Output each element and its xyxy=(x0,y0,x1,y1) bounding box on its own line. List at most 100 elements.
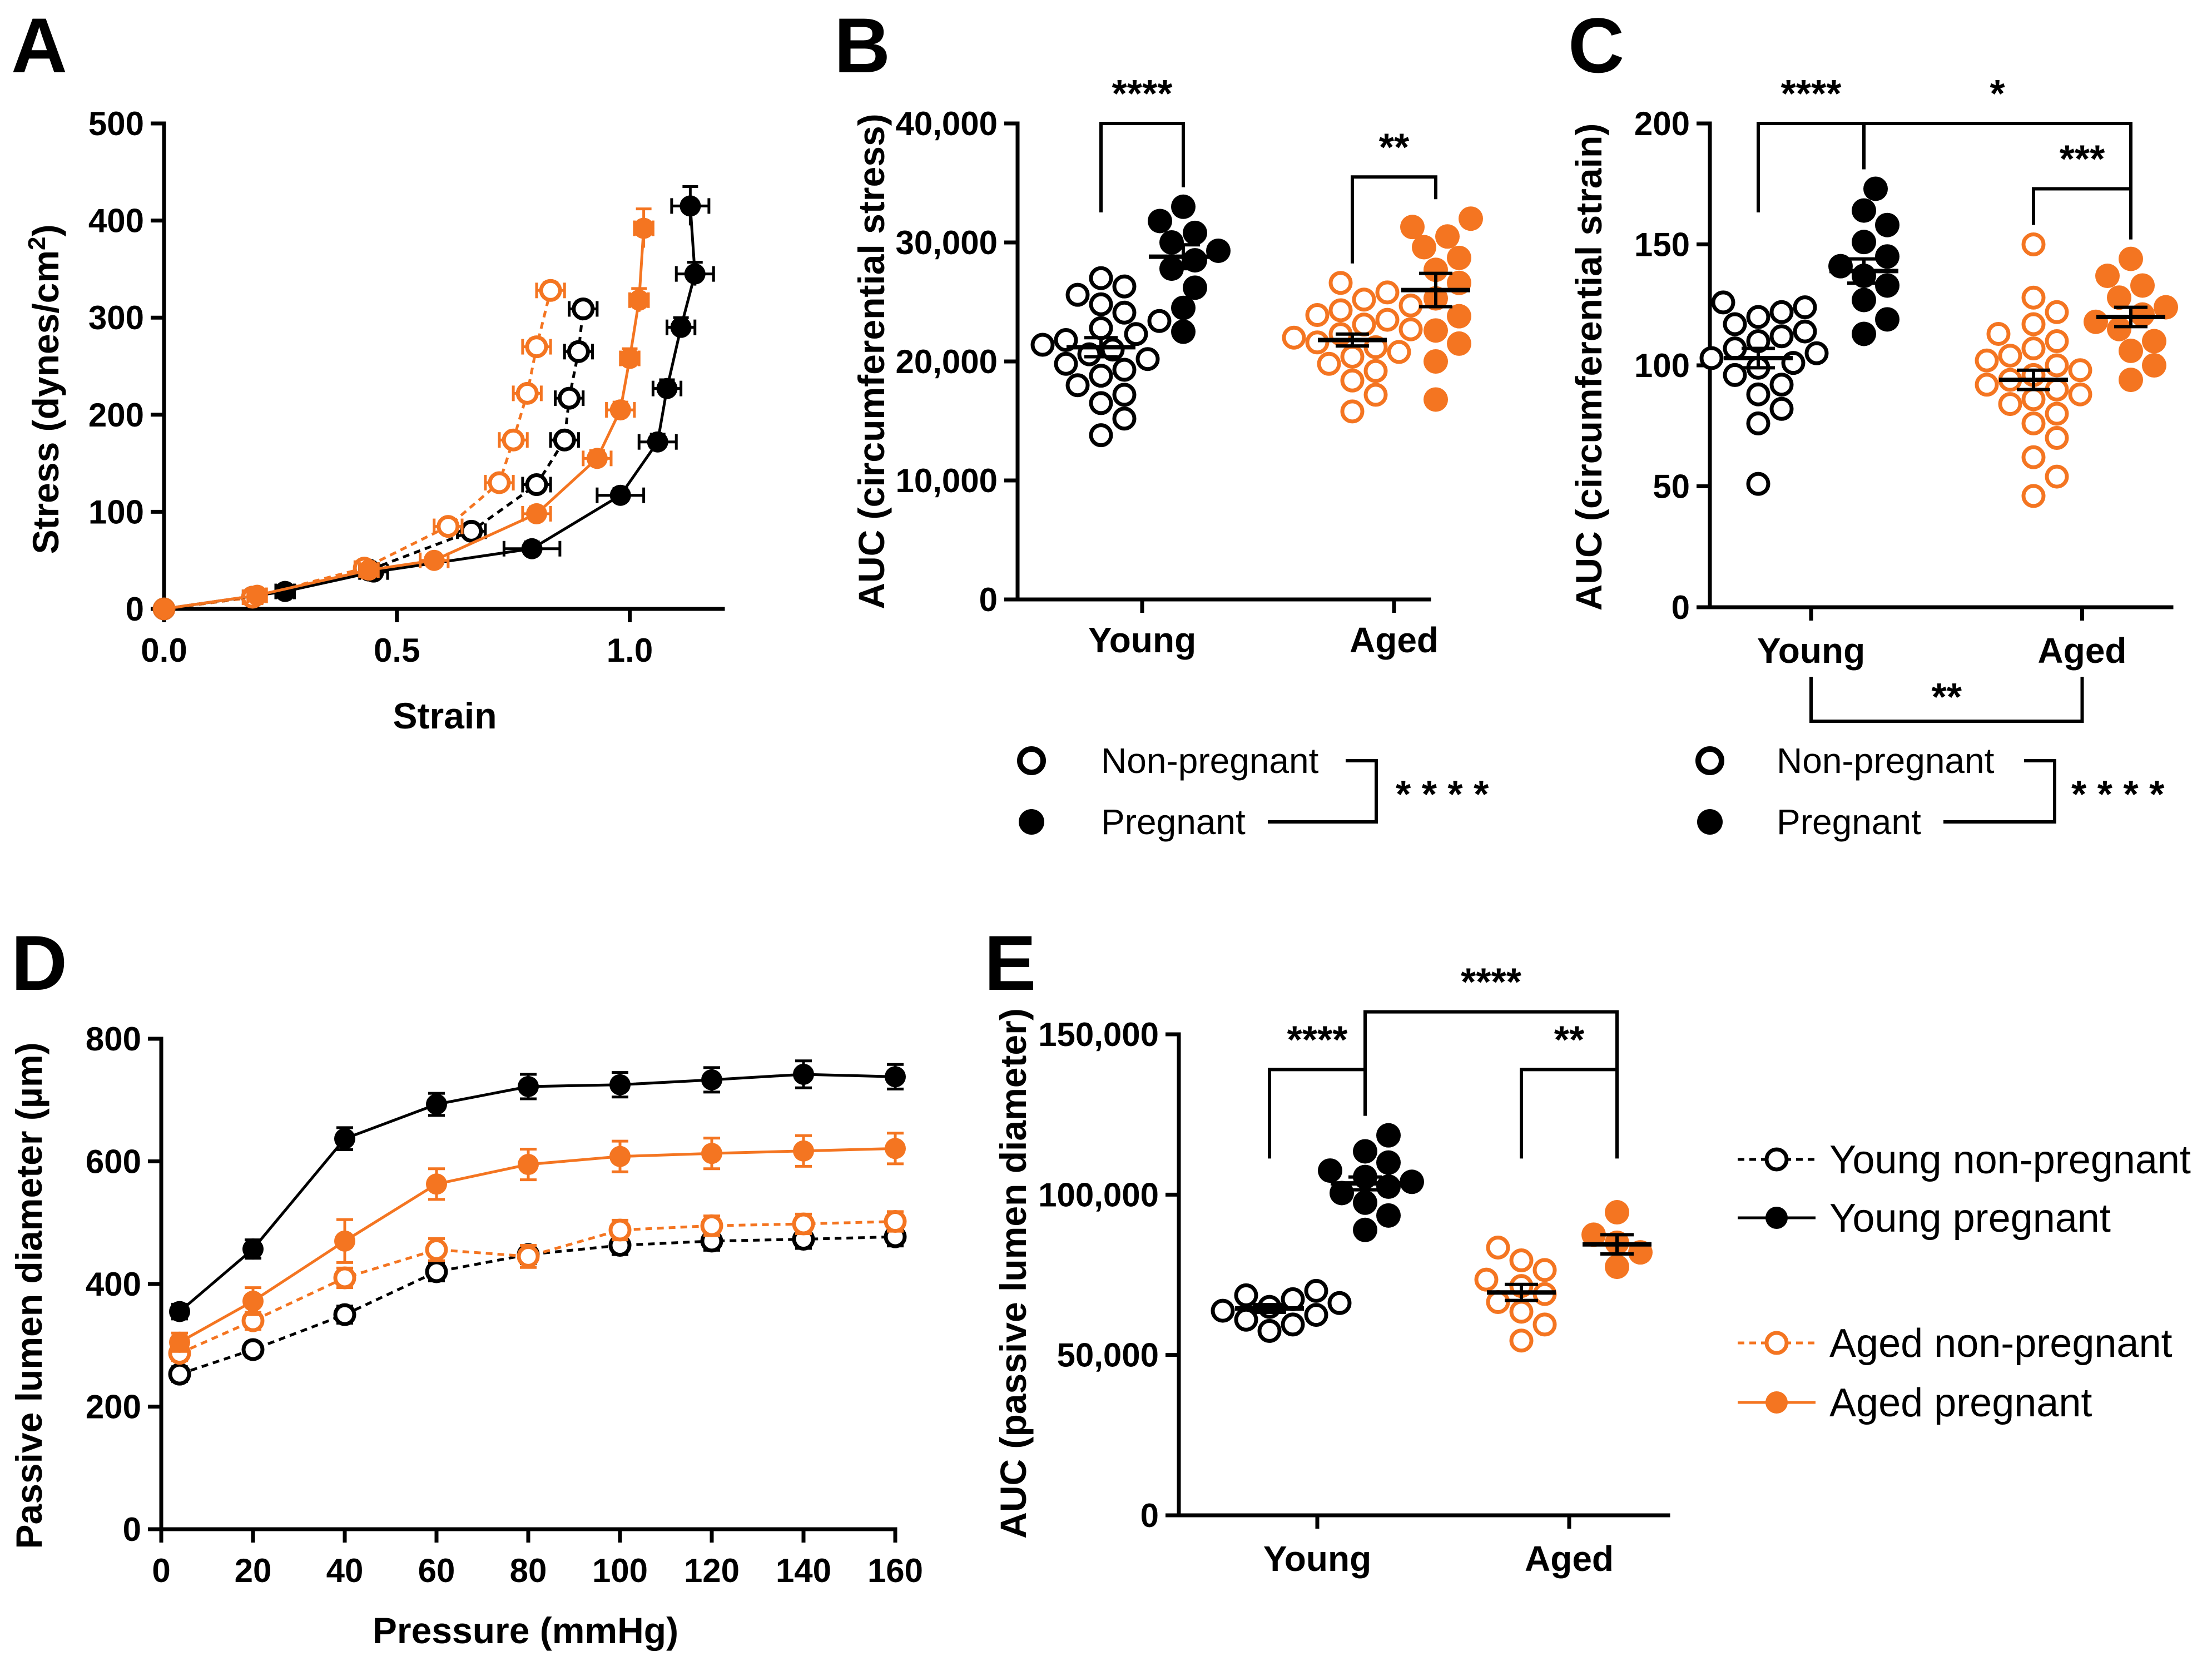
panel-c-data-point xyxy=(1875,244,1899,269)
panel-b-data-point xyxy=(1447,245,1471,270)
legend-aged-np-marker xyxy=(1764,1331,1789,1355)
panel-c-data-point xyxy=(2045,464,2069,489)
legend-c-filled-marker xyxy=(1697,809,1723,835)
panel-b-data-point xyxy=(1317,351,1341,376)
panel-b-data-point xyxy=(1352,313,1376,337)
panel-e-data-point xyxy=(1304,1278,1328,1303)
panel-a-y-tick-label: 0 xyxy=(126,591,144,628)
legend-young-p-label: Young pregnant xyxy=(1829,1196,2111,1241)
panel-c-significance-label: **** xyxy=(1781,72,1842,115)
panel-e-data-point xyxy=(1509,1300,1534,1324)
panel-c-data-point xyxy=(1769,373,1794,397)
panel-c-data-point xyxy=(1793,319,1817,344)
panel-a-point xyxy=(567,340,590,363)
panel-c-data-point xyxy=(1769,300,1794,324)
panel-c-significance-bracket xyxy=(2032,187,2132,240)
panel-c-data-point xyxy=(1804,341,1829,365)
panel-e-y-tick-label: 150,000 xyxy=(1038,1016,1159,1053)
panel-c-data-point xyxy=(2119,368,2143,393)
panel-b-data-point xyxy=(1089,266,1113,290)
legend-aged-p-marker xyxy=(1765,1391,1788,1414)
panel-b-data-point xyxy=(1089,364,1113,388)
panel-a-y-tick-label: 100 xyxy=(88,493,144,530)
panel-c-data-point xyxy=(1746,382,1770,406)
panel-c-data-point xyxy=(1769,324,1794,349)
panel-b-y-tick-label: 10,000 xyxy=(895,462,998,499)
panel-d-point xyxy=(169,1301,190,1322)
panel-b-data-point xyxy=(1065,282,1090,307)
panel-c-data-point xyxy=(1852,287,1876,313)
panel-c-chart: AUC (circumferential strain) Non-pregnan… xyxy=(1568,72,2178,842)
panel-c-significance-bracket xyxy=(1862,122,2132,212)
panel-c-data-point xyxy=(1998,344,2022,368)
panel-d-series-line xyxy=(179,1235,896,1376)
panel-d-point xyxy=(701,1069,722,1090)
panel-e-chart: AUC (passive lumen diameter) 0 50,000 100,… xyxy=(993,960,1670,1579)
panel-c-y-tick-label: 150 xyxy=(1634,226,1690,264)
panel-a-chart: Stress (dynes/cm2) Strain 0 100 200 300 400 5… xyxy=(23,105,725,736)
panel-d-point xyxy=(792,1212,815,1236)
panel-b-data-point xyxy=(1398,293,1423,318)
panel-c-data-point xyxy=(1998,392,2022,417)
panel-c-data-point xyxy=(1986,321,2011,346)
panel-b-data-point xyxy=(1054,351,1078,376)
panel-b-data-point xyxy=(1135,347,1160,371)
panel-c-data-point xyxy=(2045,401,2069,426)
panel-label-b: B xyxy=(834,2,890,89)
panel-b-significance-bracket xyxy=(1351,175,1437,264)
panel-d-y-tick-label: 400 xyxy=(86,1266,141,1303)
panel-d-point xyxy=(333,1303,356,1326)
legend-c-nonpregnant-label: Non-pregnant xyxy=(1777,741,1995,781)
panel-b-data-point xyxy=(1112,406,1137,431)
panel-d-x-axis-title: Pressure (mmHg) xyxy=(373,1610,678,1651)
panel-e-data-point xyxy=(1318,1158,1342,1183)
panel-e-category-label: Aged xyxy=(1525,1539,1614,1579)
panel-e-data-point xyxy=(1376,1174,1401,1199)
panel-label-c: C xyxy=(1568,2,1624,89)
panel-c-data-point xyxy=(1746,305,1770,329)
panel-c-y-tick-label: 50 xyxy=(1653,468,1690,505)
panel-c-category-label: Aged xyxy=(2038,631,2127,671)
panel-b-data-point xyxy=(1424,318,1448,343)
panel-e-data-point xyxy=(1581,1222,1606,1247)
panel-c-data-point xyxy=(1852,198,1876,223)
panel-d-x-tick-label: 0 xyxy=(152,1552,170,1589)
panel-c-data-point xyxy=(2119,246,2143,271)
panel-d-point xyxy=(169,1331,190,1353)
panel-d-point xyxy=(425,1238,448,1261)
panel-c-data-point xyxy=(2021,336,2046,361)
panel-a-point xyxy=(502,428,525,452)
panel-b-data-point xyxy=(1112,300,1137,325)
panel-e-data-point xyxy=(1474,1267,1499,1292)
panel-a-point xyxy=(488,471,511,494)
panel-e-y-axis-title: AUC (passive lumen diameter) xyxy=(993,1008,1034,1539)
panel-c-data-point xyxy=(1852,230,1876,255)
panel-b-y-tick-label: 30,000 xyxy=(895,224,998,261)
legend-b-open-marker xyxy=(1017,746,1046,775)
panel-c-data-point xyxy=(1875,273,1899,298)
panel-b-data-point xyxy=(1183,248,1207,273)
panel-d-point xyxy=(168,1362,191,1386)
panel-a-point xyxy=(628,289,650,311)
panel-e-data-point xyxy=(1304,1303,1328,1327)
panel-c-significance-label: *** xyxy=(2060,137,2105,180)
panel-c-data-point xyxy=(2045,300,2069,324)
panel-e-category-label: Young xyxy=(1263,1539,1371,1579)
panel-a-series-line xyxy=(163,228,646,611)
panel-e-significance-bracket xyxy=(1520,1068,1619,1159)
panel-e-data-point xyxy=(1376,1203,1401,1228)
panel-d-x-tick-label: 80 xyxy=(510,1552,547,1589)
panel-d-x-tick-label: 40 xyxy=(326,1552,364,1589)
panel-e-data-point xyxy=(1400,1169,1424,1194)
legend-c-bracket xyxy=(1943,759,2056,824)
panel-c-data-point xyxy=(1863,176,1888,201)
panel-c-data-point xyxy=(2107,285,2131,310)
panel-c-data-point xyxy=(1711,290,1735,315)
panel-d-point xyxy=(333,1266,356,1290)
panel-c-significance-label: * xyxy=(1990,72,2005,115)
panel-d-point xyxy=(884,1210,907,1233)
panel-d-series-line xyxy=(178,1220,896,1355)
panel-e-data-point xyxy=(1376,1123,1401,1148)
panel-label-a: A xyxy=(11,2,67,89)
panel-b-chart: AUC (circumferential stress) Non-pregnan… xyxy=(851,72,1489,842)
